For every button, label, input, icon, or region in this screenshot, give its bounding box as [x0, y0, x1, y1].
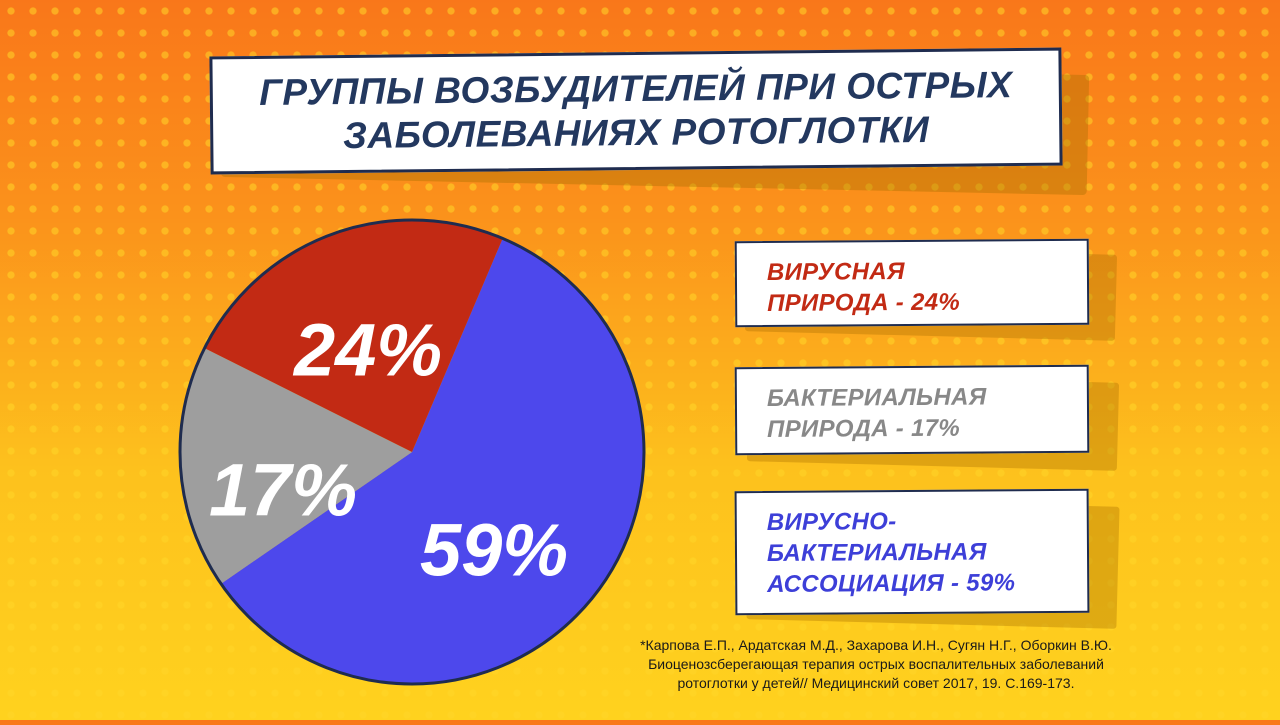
- footnote: *Карпова Е.П., Ардатская М.Д., Захарова …: [600, 636, 1152, 693]
- legend-item-viral: ВИРУСНАЯ ПРИРОДА - 24%: [734, 238, 1090, 328]
- pie-label-mixed: 59%: [420, 509, 568, 592]
- legend-text-mixed: ВИРУСНО- БАКТЕРИАЛЬНАЯ АССОЦИАЦИЯ - 59%: [766, 508, 1016, 599]
- pie-slice-bacterial: [180, 348, 412, 584]
- footnote-line-2: Биоценозсберегающая терапия острых воспа…: [648, 656, 1104, 672]
- footnote-line-1: *Карпова Е.П., Ардатская М.Д., Захарова …: [640, 637, 1112, 653]
- pie-slice-viral: [204, 219, 503, 452]
- legend-text-bacterial: БАКТЕРИАЛЬНАЯ ПРИРОДА - 17%: [766, 383, 987, 444]
- pie-label-viral: 24%: [292, 309, 442, 392]
- pie-slice-mixed: [221, 238, 645, 684]
- pie-outline: [178, 218, 646, 686]
- pie-label-bacterial: 17%: [209, 449, 357, 532]
- legend-item-mixed: ВИРУСНО- БАКТЕРИАЛЬНАЯ АССОЦИАЦИЯ - 59%: [734, 488, 1090, 616]
- legend-item-bacterial: БАКТЕРИАЛЬНАЯ ПРИРОДА - 17%: [734, 364, 1090, 456]
- legend-text-viral: ВИРУСНАЯ ПРИРОДА - 24%: [766, 258, 961, 318]
- footnote-line-3: ротоглотки у детей// Медицинский совет 2…: [677, 675, 1075, 691]
